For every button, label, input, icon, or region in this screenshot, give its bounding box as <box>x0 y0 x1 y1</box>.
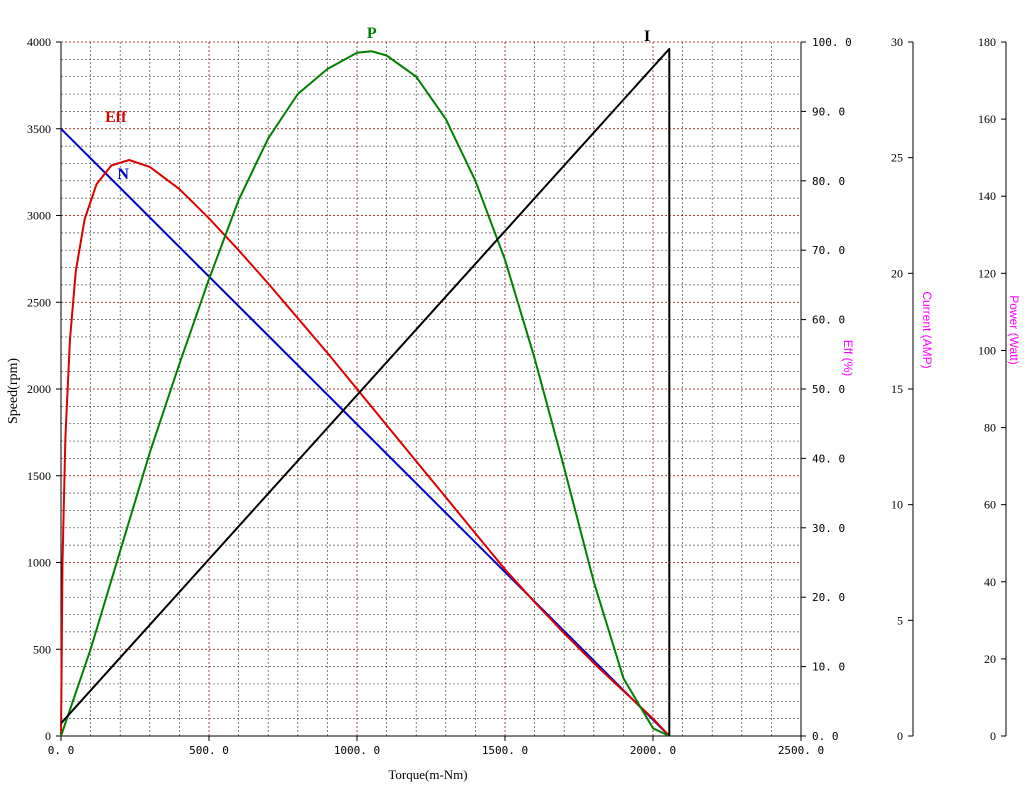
x-tick-label: 2500. 0 <box>778 744 824 757</box>
speed-tick-label: 2000 <box>27 382 51 396</box>
power-tick-label: 100 <box>978 343 996 357</box>
chart-labels: Torque(m-Nm) Speed(rpm) Eff (%) Current … <box>6 291 1021 782</box>
speed-tick-label: 1000 <box>27 556 51 570</box>
x-tick-label: 500. 0 <box>189 744 229 757</box>
current-tick-label: 30 <box>891 35 903 49</box>
speed-tick-label: 500 <box>33 642 51 656</box>
eff-tick-label: 30. 0 <box>812 522 845 535</box>
speed-axis-title: Speed(rpm) <box>6 358 21 424</box>
power-tick-label: 160 <box>978 112 996 126</box>
speed-tick-label: 3000 <box>27 209 51 223</box>
current-tick-label: 20 <box>891 266 903 280</box>
current-tick-label: 5 <box>897 613 903 627</box>
speed-tick-label: 1500 <box>27 469 51 483</box>
current-tick-label: 10 <box>891 498 903 512</box>
power-tick-label: 120 <box>978 266 996 280</box>
x-tick-label: 0. 0 <box>48 744 75 757</box>
eff-tick-label: 80. 0 <box>812 175 845 188</box>
power-tick-label: 40 <box>984 575 996 589</box>
speed-tick-label: 4000 <box>27 35 51 49</box>
x-tick-label: 1500. 0 <box>482 744 528 757</box>
eff-tick-label: 10. 0 <box>812 661 845 674</box>
power-tick-label: 80 <box>984 421 996 435</box>
eff-tick-label: 20. 0 <box>812 591 845 604</box>
eff-tick-label: 70. 0 <box>812 244 845 257</box>
current-tick-label: 25 <box>891 151 903 165</box>
current-tick-label: 15 <box>891 382 903 396</box>
series-eff-label: Eff <box>105 109 127 126</box>
current-tick-label: 0 <box>897 729 903 743</box>
eff-axis-title: Eff (%) <box>841 340 855 376</box>
series-n-line <box>60 128 671 737</box>
x-tick-label: 2000. 0 <box>630 744 676 757</box>
speed-tick-label: 0 <box>45 729 51 743</box>
eff-tick-label: 90. 0 <box>812 105 845 118</box>
speed-tick-label: 2500 <box>27 295 51 309</box>
x-tick-label: 1000. 0 <box>334 744 380 757</box>
series-p-label: P <box>367 25 377 42</box>
series-i-line <box>60 47 671 736</box>
eff-tick-label: 60. 0 <box>812 314 845 327</box>
eff-tick-label: 40. 0 <box>812 452 845 465</box>
power-tick-label: 180 <box>978 35 996 49</box>
power-axis-title: Power (Watt) <box>1007 295 1021 365</box>
plot-grid <box>61 41 802 736</box>
eff-tick-label: 100. 0 <box>812 36 852 49</box>
power-tick-label: 0 <box>990 729 996 743</box>
x-axis-title: Torque(m-Nm) <box>388 767 467 782</box>
power-tick-label: 20 <box>984 652 996 666</box>
eff-tick-label: 0. 0 <box>812 730 839 743</box>
current-axis-title: Current (AMP) <box>920 291 934 368</box>
eff-tick-label: 50. 0 <box>812 383 845 396</box>
series-i-label: I <box>644 28 650 45</box>
power-tick-label: 60 <box>984 498 996 512</box>
series-layer: N Eff P I <box>60 25 671 737</box>
series-n-label: N <box>117 166 129 183</box>
power-tick-label: 140 <box>978 189 996 203</box>
speed-tick-label: 3500 <box>27 122 51 136</box>
series-p-line <box>60 50 670 737</box>
series-eff-line <box>60 159 671 737</box>
